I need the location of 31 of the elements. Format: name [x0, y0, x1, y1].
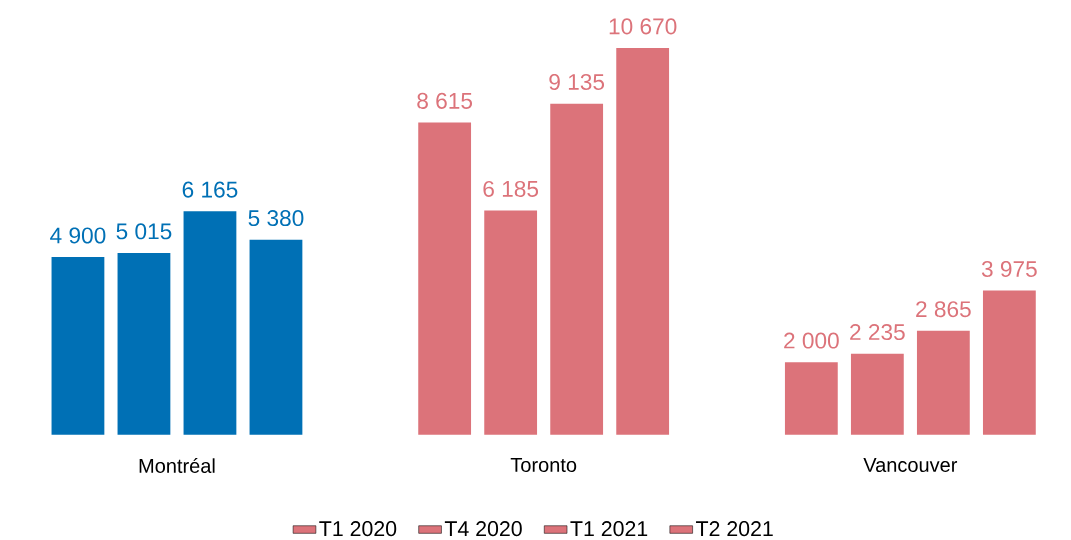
bar — [616, 48, 670, 435]
bar — [850, 353, 904, 435]
legend-label: T1 2020 — [319, 521, 397, 537]
data-label: 10 670 — [609, 18, 677, 35]
data-label: 4 900 — [50, 227, 106, 244]
bar — [418, 122, 472, 435]
legend-label: T4 2020 — [444, 521, 522, 537]
bar — [550, 103, 604, 435]
data-label: 5 380 — [248, 210, 304, 227]
legend-label: T1 2021 — [570, 521, 648, 537]
data-label: 2 000 — [784, 332, 839, 349]
legend-label: T2 2021 — [696, 521, 773, 537]
bar — [249, 239, 303, 435]
bar — [784, 362, 838, 435]
data-label: 3 975 — [981, 260, 1037, 278]
bar — [183, 211, 237, 435]
x-tick-label: Toronto — [510, 458, 577, 472]
x-tick-label: Montréal — [139, 458, 215, 473]
x-tick-label: Vancouver — [863, 458, 958, 472]
bar — [117, 252, 171, 435]
bar — [982, 290, 1036, 435]
bar — [484, 210, 538, 435]
bar — [916, 330, 970, 435]
data-label: 2 235 — [850, 324, 905, 341]
data-label: 6 185 — [483, 180, 539, 197]
data-label: 5 015 — [116, 223, 172, 240]
data-label: 6 165 — [182, 181, 238, 198]
data-label: 9 135 — [549, 73, 605, 91]
data-label: 8 615 — [417, 92, 473, 109]
data-label: 2 865 — [916, 301, 971, 318]
bar — [51, 257, 105, 435]
